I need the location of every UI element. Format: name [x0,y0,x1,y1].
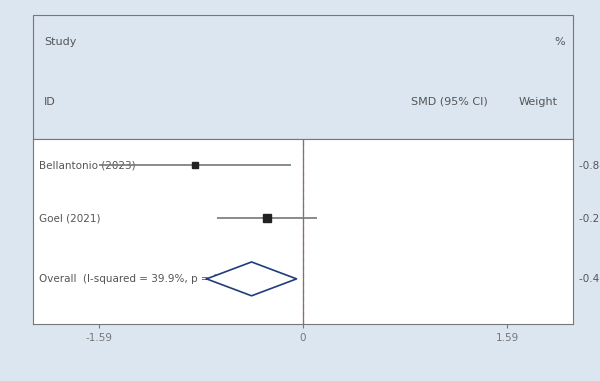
Text: Overall  (I-squared = 39.9%, p = 0.197): Overall (I-squared = 39.9%, p = 0.197) [40,274,247,284]
Text: %: % [554,37,565,47]
Text: ID: ID [44,97,56,107]
Text: Study: Study [44,37,76,47]
Text: SMD (95% CI): SMD (95% CI) [411,97,488,107]
Text: -0.28 (-0.67, 0.11): -0.28 (-0.67, 0.11) [579,213,600,223]
Text: Goel (2021): Goel (2021) [40,213,101,223]
Text: Bellantonio (2023): Bellantonio (2023) [40,160,136,170]
Text: -0.40 (-0.75, -0.05): -0.40 (-0.75, -0.05) [579,274,600,284]
Polygon shape [206,262,296,296]
Text: -0.84 (-1.59, -0.09): -0.84 (-1.59, -0.09) [579,160,600,170]
Text: Weight: Weight [519,97,558,107]
